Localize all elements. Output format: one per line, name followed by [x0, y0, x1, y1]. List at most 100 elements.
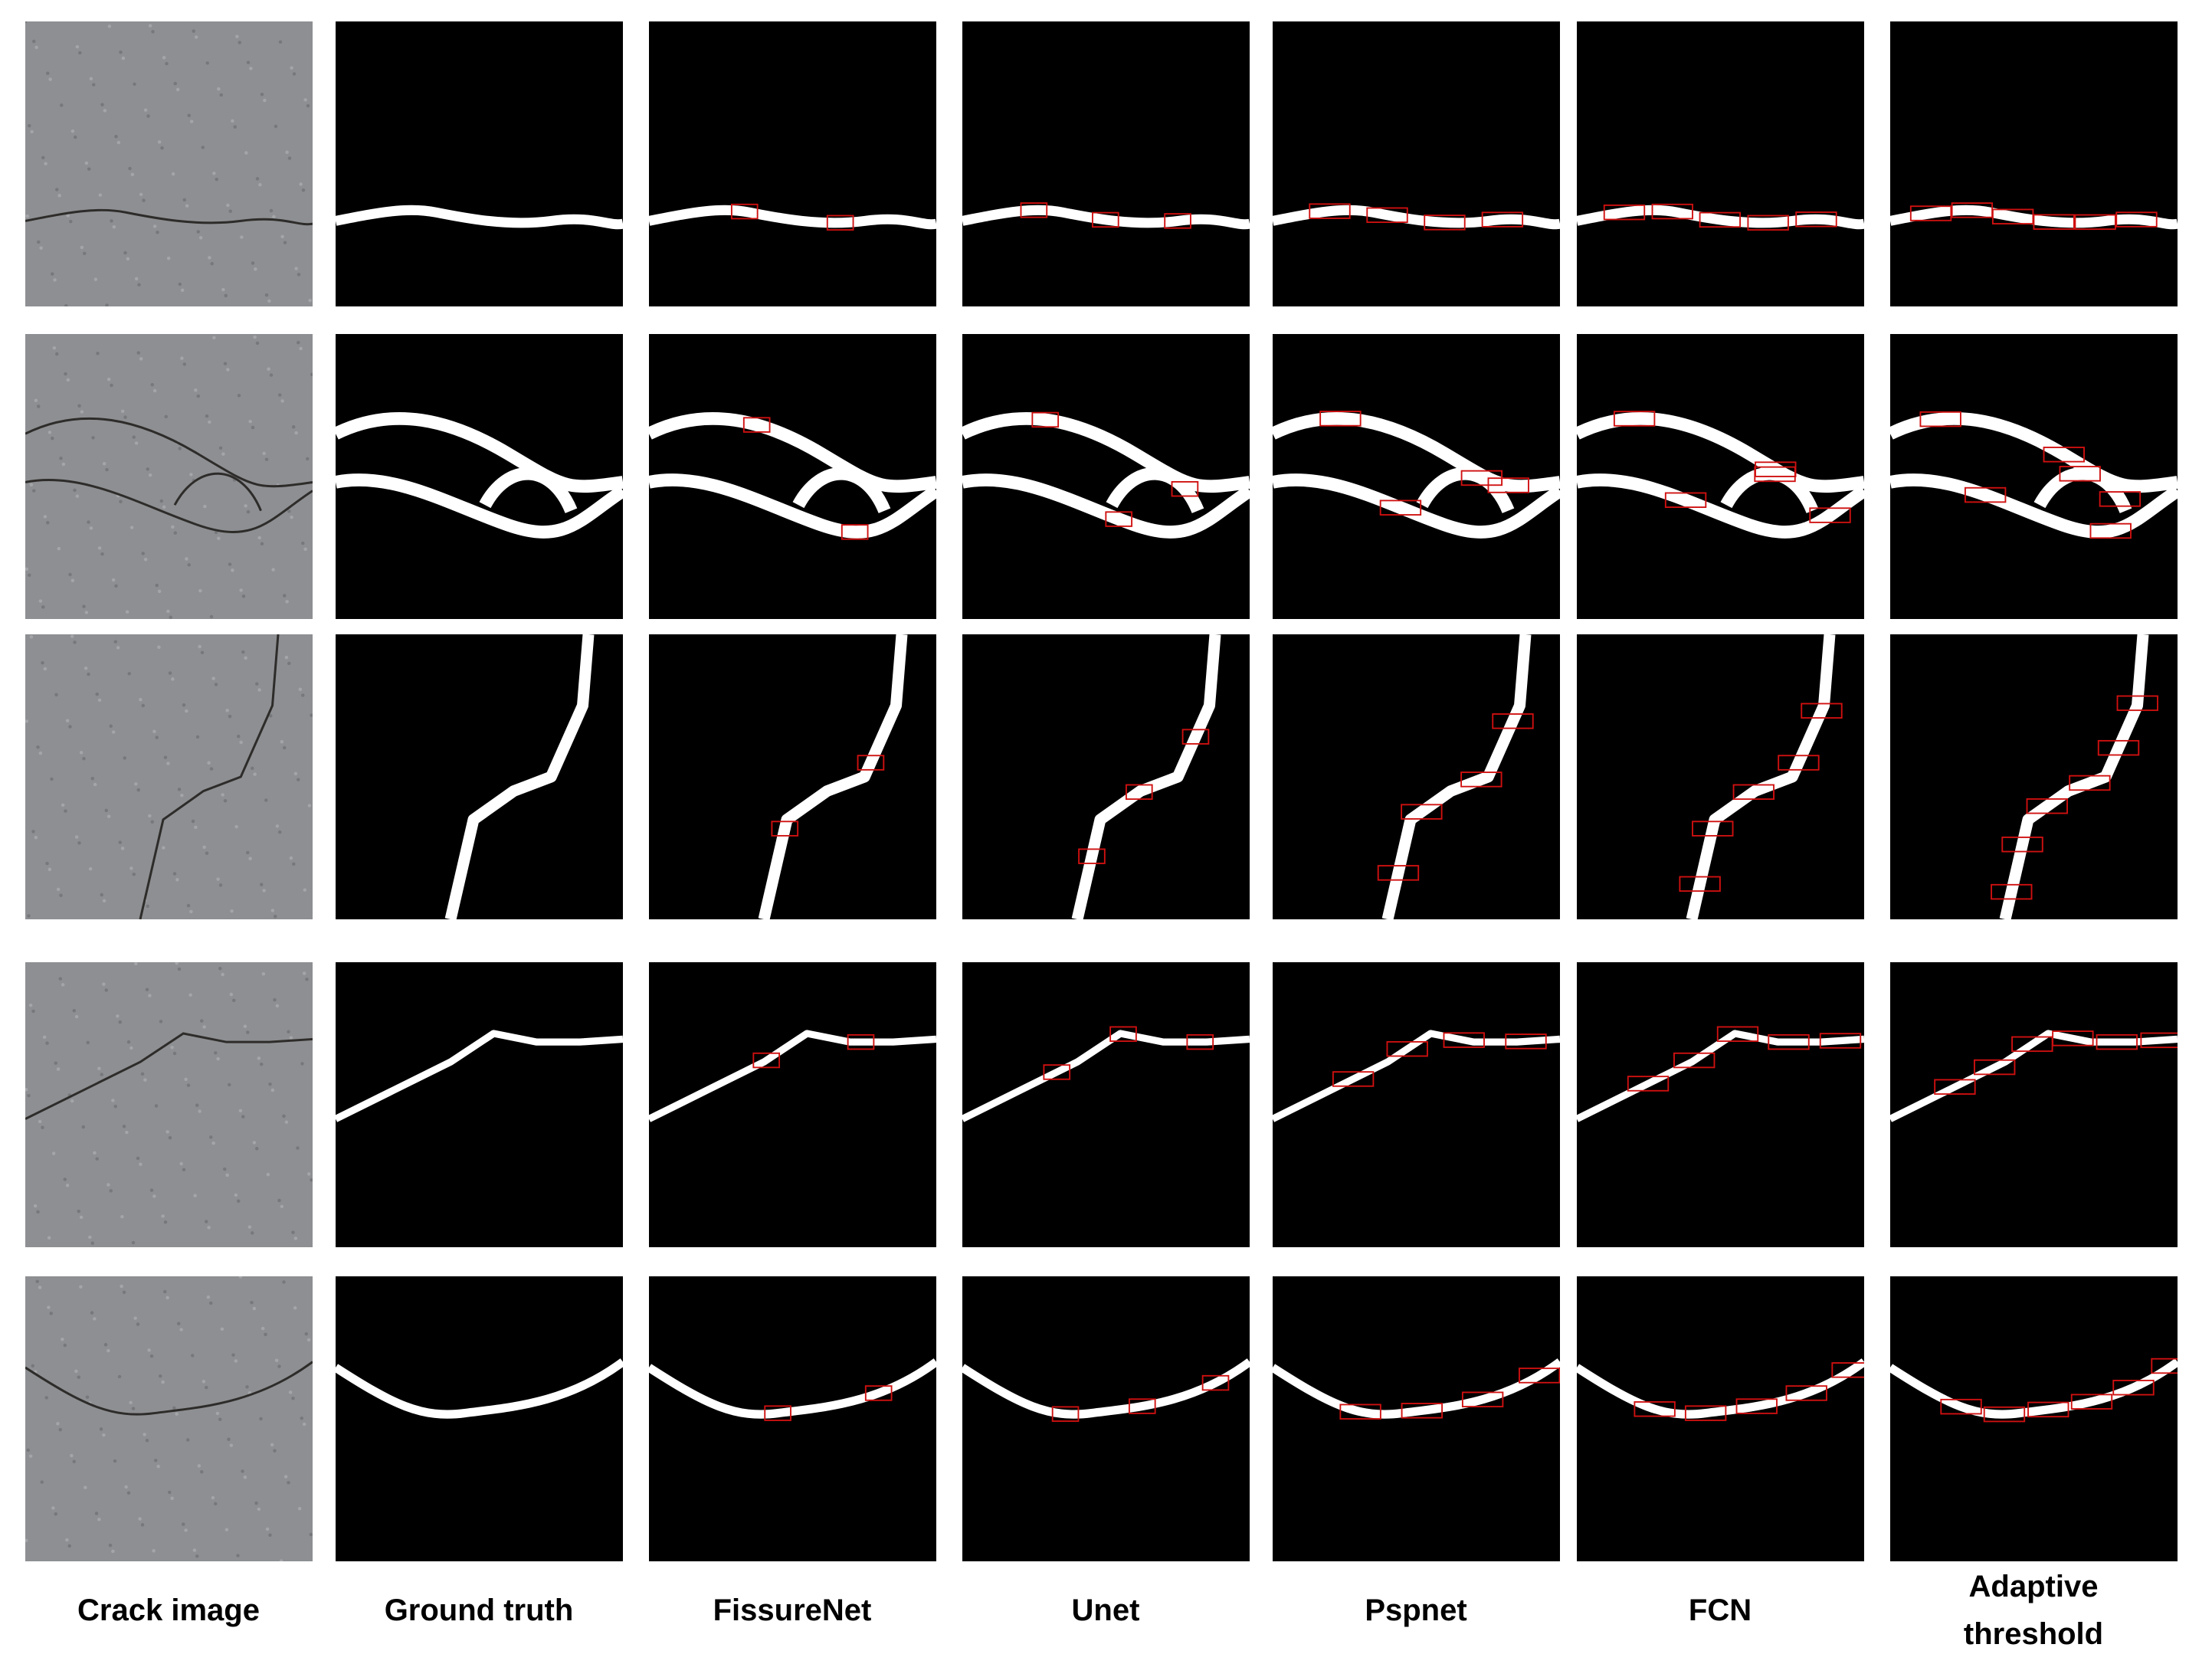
background: [1890, 21, 2178, 306]
texture: [214, 683, 218, 686]
texture: [212, 336, 216, 340]
texture: [161, 1214, 165, 1218]
texture: [304, 1331, 308, 1336]
texture: [52, 346, 57, 350]
error-box: [1105, 511, 1133, 527]
texture: [162, 505, 166, 509]
texture: [143, 108, 148, 112]
texture: [41, 605, 45, 609]
texture: [287, 1481, 290, 1485]
texture: [215, 1411, 220, 1416]
texture: [261, 972, 266, 976]
texture: [173, 531, 178, 535]
texture: [134, 782, 138, 786]
texture: [97, 1066, 101, 1070]
texture: [165, 1295, 169, 1300]
texture: [198, 1109, 202, 1113]
texture: [184, 1528, 188, 1532]
texture: [246, 850, 250, 855]
segmentation-mask: [1890, 334, 2178, 619]
crack: [1999, 634, 2149, 919]
texture: [131, 1407, 136, 1410]
texture: [60, 103, 64, 107]
background: [1273, 21, 1560, 306]
texture: [274, 1358, 279, 1362]
error-box: [1379, 499, 1422, 516]
texture: [139, 192, 143, 197]
texture: [67, 1544, 71, 1548]
texture: [93, 1317, 97, 1321]
texture: [273, 997, 277, 1002]
error-box: [1460, 771, 1503, 788]
texture: [238, 1109, 243, 1113]
column-label: FCN: [1688, 1593, 1752, 1627]
texture: [95, 1157, 99, 1161]
texture: [91, 83, 96, 87]
texture: [264, 798, 268, 802]
texture: [223, 362, 228, 365]
texture: [251, 261, 255, 265]
error-box: [1778, 755, 1820, 771]
crack: [1890, 1030, 2178, 1122]
error-box: [857, 755, 885, 771]
texture: [262, 451, 266, 456]
texture: [241, 594, 246, 598]
texture: [65, 1538, 69, 1542]
texture: [77, 1375, 80, 1379]
texture: [93, 277, 98, 281]
texture: [179, 1328, 183, 1331]
error-box: [1732, 784, 1775, 801]
texture: [142, 198, 146, 202]
texture: [74, 835, 79, 839]
error-box: [1831, 1362, 1864, 1378]
crack-photo: [25, 962, 313, 1247]
texture: [28, 123, 31, 128]
texture: [38, 751, 43, 755]
texture: [25, 21, 28, 24]
column-label: Adaptive threshold: [1963, 1570, 2104, 1651]
texture: [116, 140, 121, 145]
error-box: [1692, 820, 1734, 837]
texture: [241, 1469, 244, 1473]
texture: [134, 277, 139, 281]
texture: [47, 1305, 51, 1309]
texture: [299, 182, 303, 186]
texture: [68, 725, 72, 729]
texture: [306, 103, 310, 108]
texture: [61, 462, 66, 467]
texture: [111, 578, 116, 582]
texture: [91, 436, 95, 440]
texture: [198, 236, 203, 240]
texture: [80, 245, 84, 250]
texture: [270, 909, 275, 912]
error-box: [1964, 486, 2007, 503]
crack: [444, 634, 595, 919]
texture: [292, 862, 296, 866]
texture: [255, 1147, 259, 1151]
texture: [97, 546, 102, 550]
texture: [61, 803, 65, 807]
texture: [207, 1226, 211, 1230]
error-box: [730, 203, 759, 220]
texture: [252, 1141, 257, 1145]
texture: [212, 172, 216, 175]
texture: [264, 293, 269, 297]
texture: [283, 745, 287, 750]
texture: [244, 504, 247, 508]
texture: [88, 1235, 92, 1240]
texture: [54, 1061, 57, 1065]
texture: [185, 204, 189, 208]
texture: [46, 71, 50, 75]
texture: [189, 473, 193, 477]
texture: [107, 814, 111, 818]
texture: [177, 788, 182, 791]
texture: [203, 504, 207, 509]
texture: [73, 640, 77, 644]
texture: [139, 357, 143, 361]
crack-photo: [25, 1276, 313, 1561]
texture: [48, 431, 52, 434]
texture: [260, 1062, 264, 1066]
segmentation-mask: [649, 334, 936, 619]
texture: [175, 878, 179, 882]
texture: [146, 904, 149, 909]
